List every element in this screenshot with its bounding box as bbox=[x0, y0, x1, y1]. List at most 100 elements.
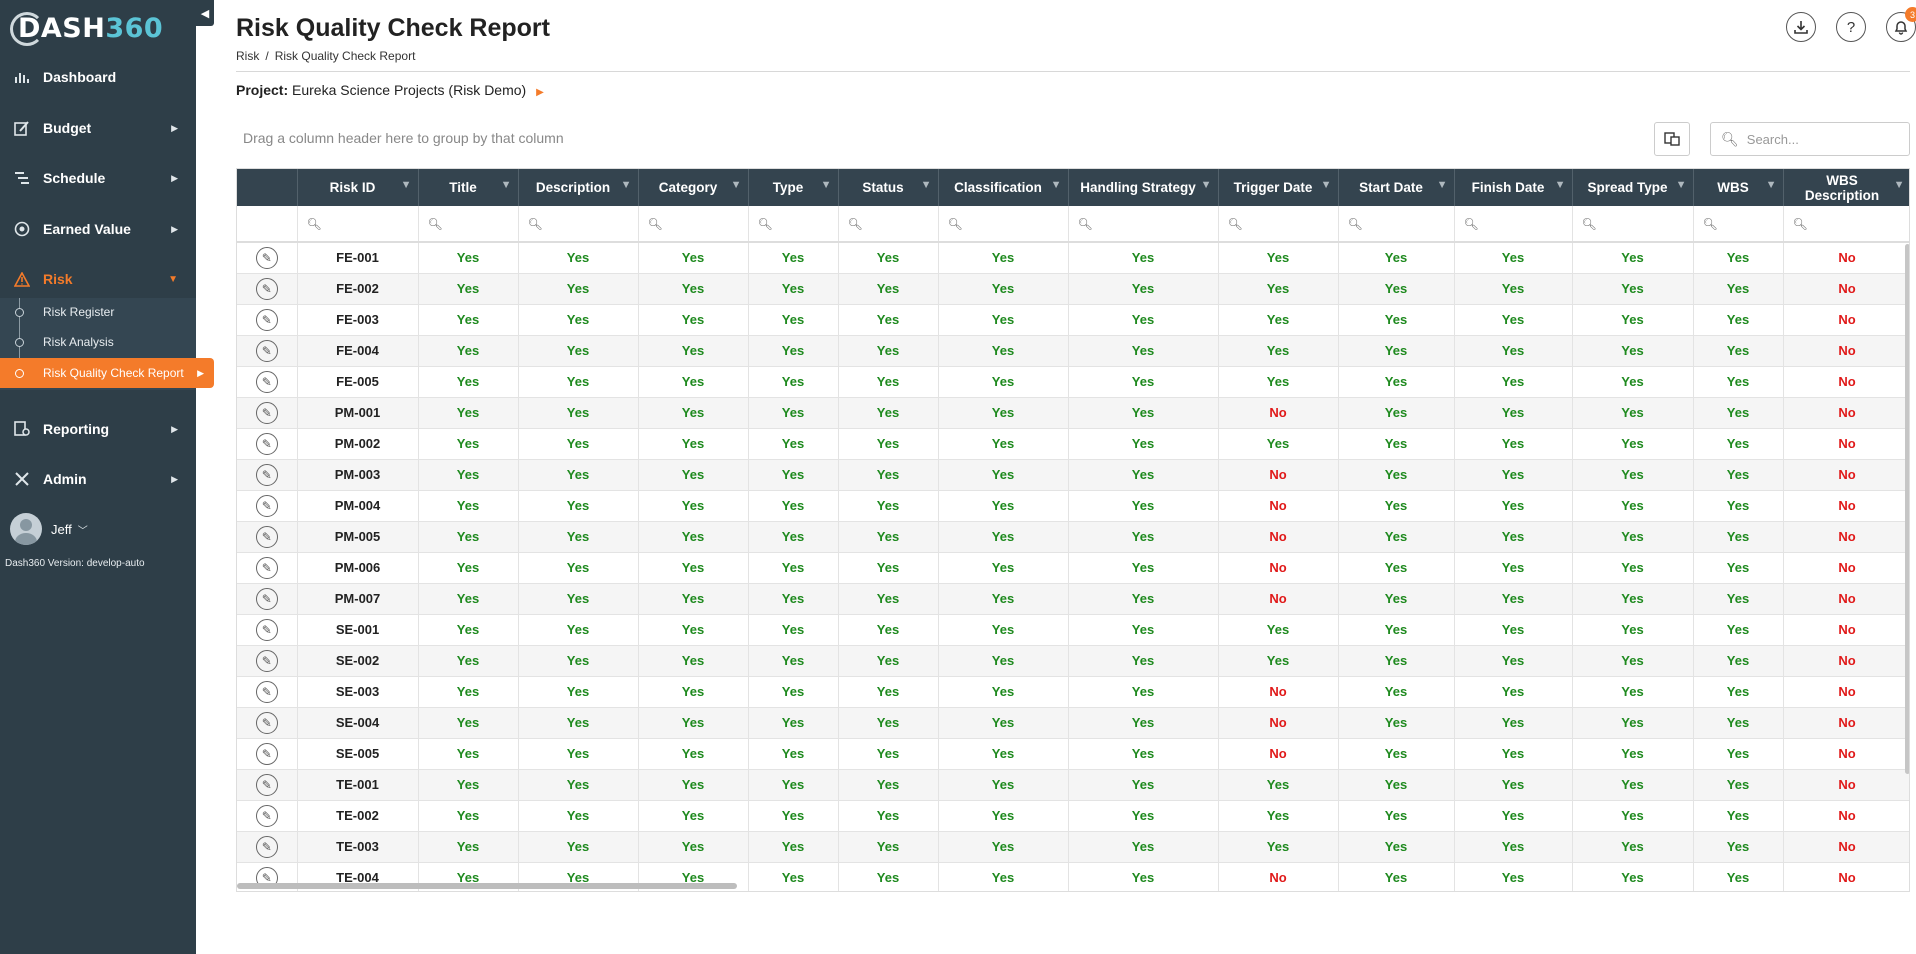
sidebar-subitem-risk-analysis[interactable]: Risk Analysis bbox=[0, 328, 196, 356]
filter-icon[interactable]: ▼ bbox=[1320, 179, 1332, 191]
sidebar-item-reporting[interactable]: Reporting ▶ bbox=[0, 409, 196, 449]
edit-icon[interactable]: ✎ bbox=[255, 773, 278, 796]
help-button[interactable]: ? bbox=[1836, 12, 1866, 42]
column-filter-input[interactable]: 🔍︎ bbox=[1068, 206, 1219, 243]
column-filter-input[interactable]: 🔍︎ bbox=[518, 206, 639, 243]
edit-icon[interactable]: ✎ bbox=[255, 277, 278, 300]
column-filter-input[interactable]: 🔍︎ bbox=[638, 206, 749, 243]
filter-icon[interactable]: ▼ bbox=[500, 179, 512, 191]
sidebar-item-dashboard[interactable]: Dashboard bbox=[0, 57, 196, 97]
column-filter-input[interactable]: 🔍︎ bbox=[938, 206, 1069, 243]
column-header[interactable]: Description ▼ bbox=[518, 169, 639, 206]
filter-icon[interactable]: ▼ bbox=[1050, 179, 1062, 191]
filter-icon[interactable]: ▼ bbox=[1436, 179, 1448, 191]
column-filter-input[interactable]: 🔍︎ bbox=[1454, 206, 1573, 243]
column-filter-input[interactable]: 🔍︎ bbox=[1783, 206, 1909, 243]
column-header[interactable]: Trigger Date ▼ bbox=[1218, 169, 1339, 206]
search-icon: 🔍︎ bbox=[847, 216, 863, 231]
check-cell: Yes bbox=[938, 831, 1069, 863]
edit-icon[interactable]: ✎ bbox=[255, 649, 278, 672]
edit-icon[interactable]: ✎ bbox=[255, 618, 278, 641]
filter-icon[interactable]: ▼ bbox=[400, 179, 412, 191]
edit-icon[interactable]: ✎ bbox=[255, 370, 278, 393]
filter-icon[interactable]: ▼ bbox=[1765, 179, 1777, 191]
column-filter-input[interactable]: 🔍︎ bbox=[1218, 206, 1339, 243]
sidebar-item-admin[interactable]: Admin ▶ bbox=[0, 459, 196, 499]
download-button[interactable] bbox=[1786, 12, 1816, 42]
column-filter-input[interactable]: 🔍︎ bbox=[838, 206, 939, 243]
column-header[interactable]: Type ▼ bbox=[748, 169, 839, 206]
column-header[interactable]: Classification ▼ bbox=[938, 169, 1069, 206]
column-header[interactable]: Start Date ▼ bbox=[1338, 169, 1455, 206]
notifications-button[interactable]: 3 bbox=[1886, 7, 1916, 42]
column-chooser-button[interactable] bbox=[1654, 122, 1690, 156]
column-filter-input[interactable]: 🔍︎ bbox=[1338, 206, 1455, 243]
horizontal-scrollbar[interactable] bbox=[237, 883, 737, 889]
column-filter-input[interactable]: 🔍︎ bbox=[418, 206, 519, 243]
breadcrumb-risk[interactable]: Risk bbox=[236, 49, 260, 63]
edit-icon[interactable]: ✎ bbox=[255, 339, 278, 362]
column-header[interactable]: Status ▼ bbox=[838, 169, 939, 206]
check-cell: Yes bbox=[1218, 800, 1339, 832]
vertical-scrollbar[interactable] bbox=[1905, 244, 1909, 774]
project-selector[interactable]: Project: Eureka Science Projects (Risk D… bbox=[236, 82, 544, 98]
filter-icon[interactable]: ▼ bbox=[1675, 179, 1687, 191]
column-header[interactable]: Finish Date ▼ bbox=[1454, 169, 1573, 206]
edit-icon[interactable]: ✎ bbox=[255, 308, 278, 331]
filter-icon[interactable]: ▼ bbox=[820, 179, 832, 191]
check-cell: Yes bbox=[1693, 738, 1784, 770]
search-input[interactable] bbox=[1746, 131, 1897, 147]
table-row: ✎ FE-003 Yes Yes Yes Yes Yes Yes Yes Yes Yes Yes Yes… bbox=[237, 304, 1909, 336]
edit-icon[interactable]: ✎ bbox=[255, 680, 278, 703]
column-filter-input[interactable]: 🔍︎ bbox=[297, 206, 419, 243]
edit-icon[interactable]: ✎ bbox=[255, 587, 278, 610]
check-cell: Yes bbox=[1572, 614, 1694, 646]
filter-icon[interactable]: ▼ bbox=[730, 179, 742, 191]
filter-icon[interactable]: ▼ bbox=[1200, 179, 1212, 191]
group-panel-hint[interactable]: Drag a column header here to group by th… bbox=[243, 130, 564, 146]
edit-icon[interactable]: ✎ bbox=[255, 556, 278, 579]
sidebar-item-earned-value[interactable]: Earned Value ▶ bbox=[0, 209, 196, 249]
column-filter-input[interactable]: 🔍︎ bbox=[1572, 206, 1694, 243]
search-field[interactable]: 🔍︎ bbox=[1710, 122, 1910, 156]
filter-icon[interactable]: ▼ bbox=[1554, 179, 1566, 191]
edit-icon[interactable]: ✎ bbox=[255, 432, 278, 455]
edit-icon[interactable]: ✎ bbox=[255, 525, 278, 548]
sidebar-subitem-risk-quality-check-report[interactable]: Risk Quality Check Report ▶ bbox=[0, 358, 214, 388]
check-cell: No bbox=[1783, 862, 1909, 891]
check-cell: Yes bbox=[748, 862, 839, 891]
filter-icon[interactable]: ▼ bbox=[920, 179, 932, 191]
check-cell: Yes bbox=[638, 428, 749, 460]
column-header[interactable]: Spread Type ▼ bbox=[1572, 169, 1694, 206]
check-cell: No bbox=[1218, 552, 1339, 584]
column-header[interactable]: Risk ID ▼ bbox=[297, 169, 419, 206]
edit-icon[interactable]: ✎ bbox=[255, 494, 278, 517]
edit-icon[interactable]: ✎ bbox=[255, 463, 278, 486]
sidebar-item-budget[interactable]: Budget ▶ bbox=[0, 108, 196, 148]
edit-icon[interactable]: ✎ bbox=[255, 804, 278, 827]
edit-icon[interactable]: ✎ bbox=[255, 401, 278, 424]
column-header[interactable]: Title ▼ bbox=[418, 169, 519, 206]
sidebar-item-schedule[interactable]: Schedule ▶ bbox=[0, 158, 196, 198]
column-header[interactable]: WBS Description ▼ bbox=[1783, 169, 1909, 206]
edit-icon[interactable]: ✎ bbox=[255, 742, 278, 765]
check-cell: Yes bbox=[1068, 614, 1219, 646]
edit-icon[interactable]: ✎ bbox=[255, 711, 278, 734]
column-filter-input[interactable]: 🔍︎ bbox=[748, 206, 839, 243]
check-cell: No bbox=[1783, 769, 1909, 801]
edit-icon[interactable]: ✎ bbox=[255, 835, 278, 858]
column-header[interactable]: Category ▼ bbox=[638, 169, 749, 206]
column-header[interactable]: Handling Strategy ▼ bbox=[1068, 169, 1219, 206]
filter-icon[interactable]: ▼ bbox=[1893, 179, 1905, 191]
sidebar-subitem-risk-register[interactable]: Risk Register bbox=[0, 298, 196, 326]
column-filter-input[interactable]: 🔍︎ bbox=[1693, 206, 1784, 243]
logo[interactable]: DASH360 bbox=[10, 6, 163, 50]
collapse-sidebar-button[interactable]: ◀ bbox=[196, 0, 214, 26]
column-header[interactable]: WBS ▼ bbox=[1693, 169, 1784, 206]
user-menu[interactable]: Jeff ﹀ bbox=[10, 513, 88, 545]
sidebar-item-risk[interactable]: Risk ▼ bbox=[0, 259, 196, 299]
filter-icon[interactable]: ▼ bbox=[620, 179, 632, 191]
avatar bbox=[10, 513, 42, 545]
edit-icon[interactable]: ✎ bbox=[255, 246, 278, 269]
breadcrumb-current: Risk Quality Check Report bbox=[274, 49, 416, 63]
